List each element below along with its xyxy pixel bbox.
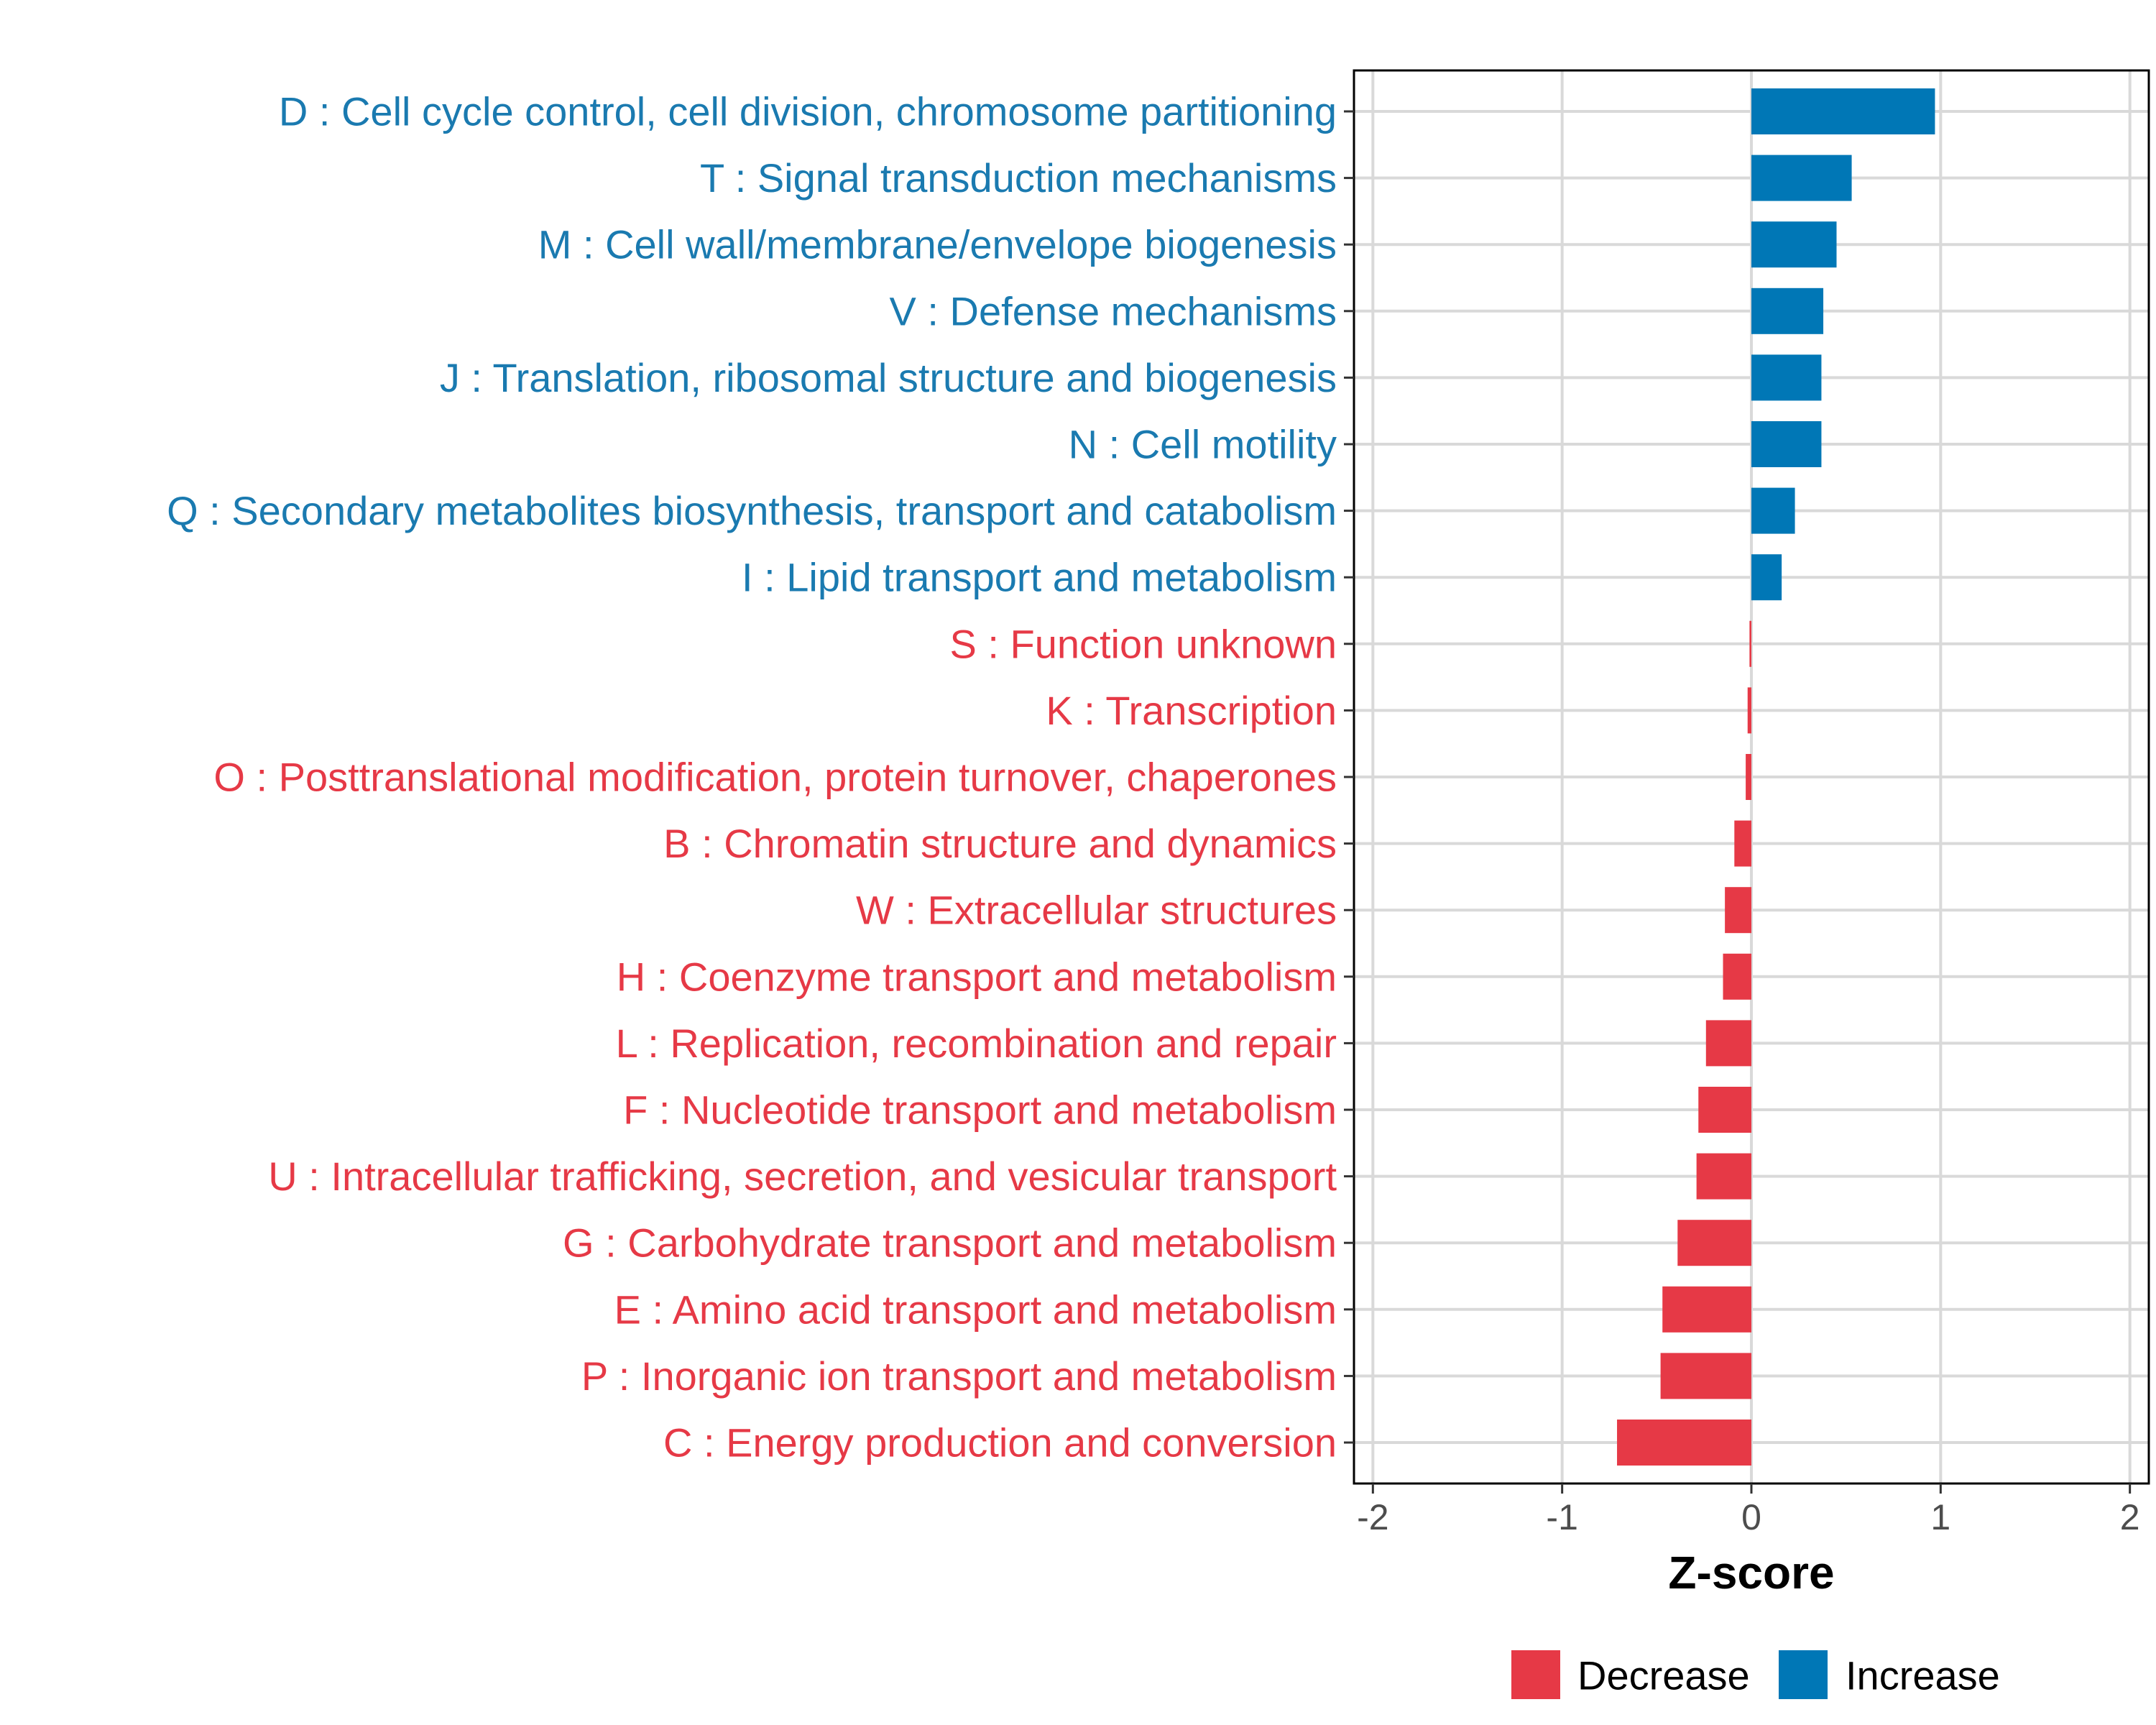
category-label: S : Function unknown <box>949 621 1337 666</box>
x-tick-label: 1 <box>1930 1497 1950 1537</box>
category-label: L : Replication, recombination and repai… <box>616 1021 1337 1066</box>
category-label: I : Lipid transport and metabolism <box>742 555 1337 600</box>
category-label: B : Chromatin structure and dynamics <box>663 821 1337 866</box>
bar-c <box>1617 1420 1751 1466</box>
bar-s <box>1749 620 1751 667</box>
bar-l <box>1705 1020 1751 1067</box>
category-label: D : Cell cycle control, cell division, c… <box>279 89 1337 134</box>
bar-j <box>1751 354 1822 401</box>
bar-i <box>1751 554 1782 601</box>
x-tick-label: -2 <box>1357 1497 1388 1537</box>
bar-q <box>1751 487 1795 534</box>
bar-h <box>1723 953 1751 1000</box>
bar-f <box>1698 1087 1751 1133</box>
category-label: U : Intracellular trafficking, secretion… <box>268 1154 1337 1199</box>
category-label: O : Posttranslational modification, prot… <box>213 755 1337 800</box>
category-label: J : Translation, ribosomal structure and… <box>440 355 1337 400</box>
y-axis-category-labels: D : Cell cycle control, cell division, c… <box>167 89 1337 1466</box>
category-label: P : Inorganic ion transport and metaboli… <box>581 1353 1337 1399</box>
x-tick-label: -1 <box>1546 1497 1577 1537</box>
bar-d <box>1751 88 1935 134</box>
bar-p <box>1660 1353 1751 1399</box>
x-tick-label: 2 <box>2120 1497 2140 1537</box>
bar-u <box>1696 1153 1751 1200</box>
bar-g <box>1677 1220 1751 1266</box>
x-tick-label: 0 <box>1741 1497 1761 1537</box>
category-label: H : Coenzyme transport and metabolism <box>617 954 1337 999</box>
legend-label-decrease: Decrease <box>1577 1653 1750 1698</box>
bar-m <box>1751 221 1837 268</box>
category-label: C : Energy production and conversion <box>663 1420 1337 1466</box>
bar-b <box>1734 820 1751 867</box>
bar-o <box>1746 754 1751 800</box>
bar-n <box>1751 421 1822 467</box>
bars <box>1617 88 1935 1466</box>
legend-label-increase: Increase <box>1846 1653 2000 1698</box>
category-label: E : Amino acid transport and metabolism <box>614 1287 1337 1332</box>
legend-swatch-decrease <box>1511 1650 1560 1699</box>
category-label: G : Carbohydrate transport and metabolis… <box>563 1220 1337 1266</box>
y-axis-ticks <box>1344 110 1354 1444</box>
legend: Decrease Increase <box>1511 1650 2000 1699</box>
category-label: N : Cell motility <box>1069 422 1337 467</box>
category-label: T : Signal transduction mechanisms <box>700 155 1337 201</box>
category-label: W : Extracellular structures <box>856 888 1337 933</box>
category-label: Q : Secondary metabolites biosynthesis, … <box>167 488 1337 533</box>
bar-e <box>1662 1286 1751 1333</box>
bar-v <box>1751 288 1824 334</box>
category-label: V : Defense mechanisms <box>890 288 1337 334</box>
bar-w <box>1725 887 1751 934</box>
bar-k <box>1747 687 1751 734</box>
category-label: K : Transcription <box>1046 688 1337 733</box>
bar-t <box>1751 155 1852 201</box>
x-axis-ticks: -2 -1 0 1 2 <box>1357 1484 2140 1537</box>
category-label: M : Cell wall/membrane/envelope biogenes… <box>538 222 1337 267</box>
category-label: F : Nucleotide transport and metabolism <box>623 1087 1337 1133</box>
x-axis-title: Z-score <box>1668 1547 1834 1598</box>
legend-swatch-increase <box>1779 1650 1828 1699</box>
